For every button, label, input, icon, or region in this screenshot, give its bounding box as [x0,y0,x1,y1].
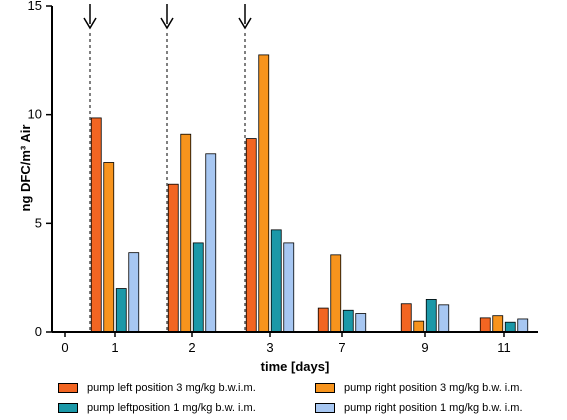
y-ticks: 0 5 10 15 [28,0,52,339]
down-arrow-icon [238,17,252,30]
bar [330,254,342,333]
bar [355,313,367,333]
legend-label: pump leftposition 1 mg/kg b.w. i.m. [87,402,256,414]
bar [425,298,437,333]
y-axis-title: ng DFC/m³ Air [18,125,33,212]
x-tick-label: 3 [266,340,273,355]
bar [103,162,115,333]
x-tick-label: 2 [188,340,195,355]
bar [245,138,257,333]
legend-item: pump right position 1 mg/kg b.w. i.m. [315,402,523,414]
bar [400,303,412,333]
dose-markers [83,4,252,332]
legend: pump left position 3 mg/kg b.w.i.m. pump … [58,382,558,418]
bar [270,229,282,333]
legend-swatch [58,383,78,393]
y-tick-label: 5 [35,215,42,230]
bar [492,315,504,333]
x-tick-label: 11 [497,340,511,355]
legend-item: pump right position 3 mg/kg b.w. i.m. [315,382,523,394]
bar [504,321,516,333]
x-tick-label: 1 [111,340,118,355]
bar [413,320,425,333]
bar [258,54,270,333]
bar [180,133,192,333]
x-tick-label: 0 [61,340,68,355]
x-axis-title: time [days] [261,359,330,374]
bar [479,317,491,333]
bar [438,304,450,333]
bar [317,307,329,333]
bar [90,117,102,333]
bar [342,309,354,333]
down-arrow-icon [160,17,174,30]
legend-label: pump right position 3 mg/kg b.w. i.m. [344,382,523,394]
legend-item: pump left position 3 mg/kg b.w.i.m. [58,382,256,394]
legend-label: pump right position 1 mg/kg b.w. i.m. [344,402,523,414]
legend-item: pump leftposition 1 mg/kg b.w. i.m. [58,402,256,414]
bar [205,153,217,333]
y-tick-label: 15 [28,0,42,13]
x-tick-label: 7 [338,340,345,355]
y-tick-label: 0 [35,324,42,339]
bar [128,252,140,333]
bar [192,242,204,333]
x-tick-label: 9 [421,340,428,355]
bar [517,318,529,333]
axes [51,6,538,333]
legend-swatch [315,383,335,393]
legend-swatch [315,403,335,413]
bar [167,183,179,333]
y-tick-label: 10 [28,107,42,122]
down-arrow-icon [83,17,97,30]
x-ticks: 0 1 2 3 7 9 11 [61,332,511,355]
bar [115,288,127,333]
bars [90,54,529,333]
legend-label: pump left position 3 mg/kg b.w.i.m. [87,382,256,394]
legend-swatch [58,403,78,413]
bar [283,242,295,333]
